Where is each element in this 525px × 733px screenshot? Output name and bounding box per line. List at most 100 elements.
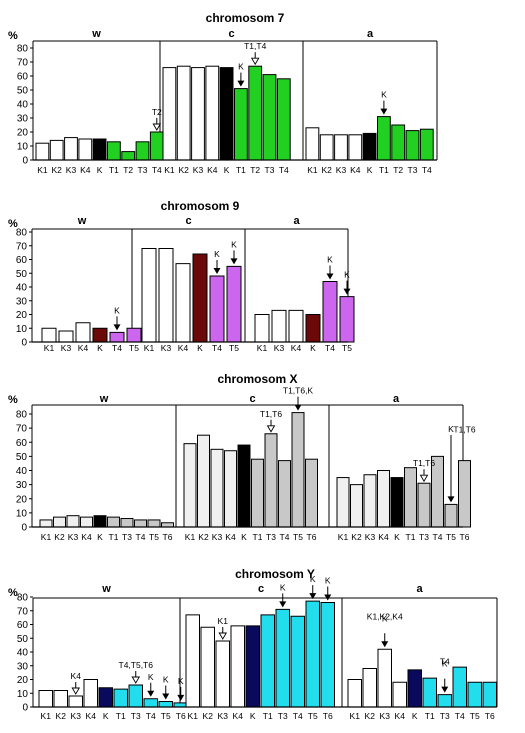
category-label: T1	[253, 532, 263, 542]
section-label: a	[367, 28, 374, 40]
category-label: K	[394, 532, 400, 542]
bar-a-k3	[377, 648, 392, 708]
annotation-2-arrow-head	[237, 80, 245, 87]
bar-c-t1	[260, 614, 275, 708]
category-label: T1	[236, 165, 246, 175]
bar-c-k3	[191, 67, 205, 161]
y-tick-label: 40	[17, 648, 29, 659]
annotation-7: K	[280, 582, 286, 592]
chart-title: chromosom Y	[235, 567, 315, 581]
category-label: K4	[86, 711, 97, 721]
bar-c-k1	[141, 248, 157, 343]
bar-c-t6	[320, 602, 335, 708]
y-tick-label: 40	[16, 283, 28, 294]
bar-c-t5	[226, 265, 242, 343]
category-label: K	[103, 711, 109, 721]
category-label: T5	[342, 343, 352, 353]
category-label: K1	[44, 343, 55, 353]
y-tick-label: 0	[21, 338, 27, 349]
category-label: K	[224, 165, 230, 175]
category-label: T5	[470, 711, 480, 721]
category-label: K3	[365, 532, 376, 542]
bar-w-t4	[143, 698, 158, 708]
category-label: T3	[138, 165, 148, 175]
bar-a-k4	[392, 681, 407, 708]
annotation-4-arrow-head	[326, 273, 334, 280]
annotation-1-arrow-head	[71, 687, 81, 695]
bar-c-t4	[209, 275, 225, 343]
bar-a-k1	[305, 127, 320, 161]
bar-a-t4	[452, 666, 467, 708]
y-tick-label: 0	[22, 703, 28, 714]
annotation-3: K	[231, 239, 237, 249]
y-tick-label: 80	[17, 593, 29, 604]
y-tick-label: 30	[17, 114, 29, 125]
bar-w-k4	[83, 679, 98, 708]
annotation-12: K	[442, 659, 448, 669]
bar-a-t5	[467, 681, 482, 708]
y-tick-label: 50	[16, 269, 28, 280]
annotation-3-arrow-head	[230, 258, 238, 265]
category-label: T1	[263, 711, 273, 721]
bar-w-k	[93, 515, 107, 528]
y-tick-label: 30	[17, 661, 29, 672]
annotation-8: K	[310, 574, 316, 584]
bar-a-t3	[417, 482, 431, 528]
category-label: T5	[161, 711, 171, 721]
bar-c-t3	[264, 433, 278, 528]
category-label: K3	[380, 711, 391, 721]
bar-c-t1	[251, 458, 264, 528]
annotation-3: K	[148, 672, 154, 682]
category-label: K4	[225, 532, 236, 542]
category-label: K4	[233, 711, 244, 721]
bar-c-k	[219, 67, 234, 161]
y-tick-label: 50	[17, 86, 29, 97]
annotation-4-arrow-head	[162, 693, 170, 700]
category-label: K2	[321, 165, 332, 175]
bar-a-k1	[336, 477, 350, 528]
bar-w-t1	[107, 141, 121, 161]
chart-2: chromosom 9% 0 10 20 30 40 50 60 70 80 w K1 K3 K4 K T4 T…	[8, 199, 355, 353]
category-label: K	[241, 532, 247, 542]
category-label: K	[310, 343, 316, 353]
bar-a-t3	[437, 694, 452, 708]
section-label: w	[77, 215, 87, 227]
category-label: T6	[485, 711, 495, 721]
bar-w-t5	[126, 327, 142, 343]
bar-a-k4	[288, 309, 304, 343]
annotation-11-arrow-head	[381, 641, 389, 648]
bar-c-k1	[183, 443, 197, 528]
category-label: T4	[280, 532, 290, 542]
category-label: T4	[279, 165, 289, 175]
annotation-4-arrow-head	[447, 496, 455, 503]
category-label: K	[367, 165, 373, 175]
category-label: K2	[365, 711, 376, 721]
category-label: T6	[176, 711, 186, 721]
category-label: K3	[71, 711, 82, 721]
bar-c-t4	[276, 78, 291, 161]
annotation-2: K	[214, 249, 220, 259]
category-label: T2	[393, 165, 403, 175]
category-label: T3	[408, 165, 418, 175]
section-label: a	[293, 215, 300, 227]
category-label: K1	[164, 165, 175, 175]
bar-c-t6	[305, 458, 318, 528]
bar-a-t4	[322, 281, 338, 343]
y-tick-label: 20	[17, 675, 29, 686]
category-label: K4	[378, 532, 389, 542]
category-label: T4	[136, 532, 146, 542]
category-label: T4	[146, 711, 156, 721]
annotation-11: K1,K2,K4	[367, 611, 403, 621]
bar-c-k4	[224, 450, 237, 528]
category-label: K	[97, 165, 103, 175]
annotation-4: K	[448, 424, 454, 434]
category-label: T3	[265, 165, 275, 175]
bar-w-t2	[121, 151, 136, 161]
category-label: T4	[433, 532, 443, 542]
annotation-6-arrow-head	[218, 632, 228, 640]
category-label: K	[97, 532, 103, 542]
category-label: K1	[307, 165, 318, 175]
category-label: T1	[406, 532, 416, 542]
annotation-5: T1,T6	[453, 425, 475, 435]
chart-title: chromosom 7	[206, 11, 285, 25]
